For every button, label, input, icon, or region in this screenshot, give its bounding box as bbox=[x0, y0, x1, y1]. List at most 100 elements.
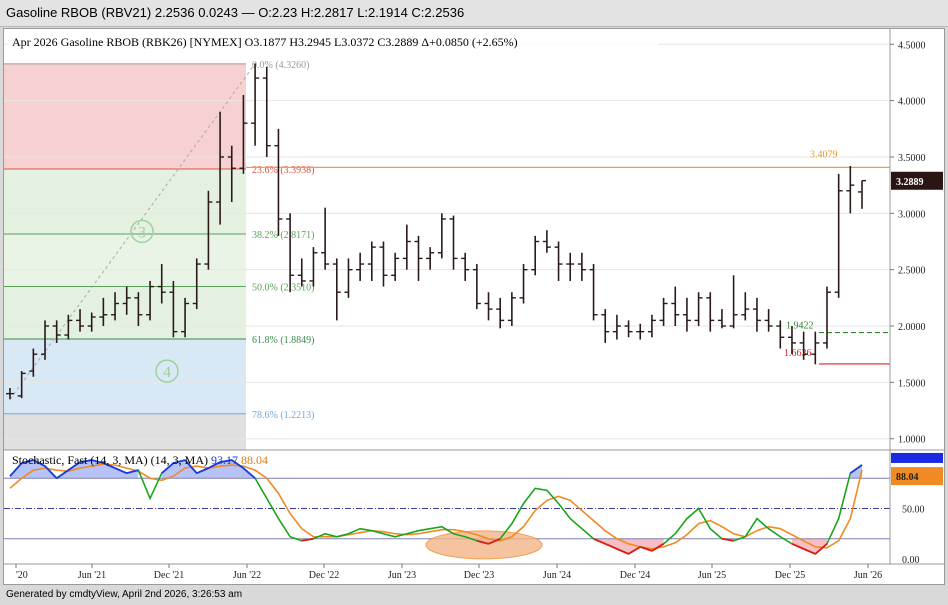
oversold-fill bbox=[593, 538, 664, 554]
stoch-k-segment bbox=[231, 459, 244, 469]
x-tick-label: Jun '24 bbox=[543, 570, 571, 581]
x-tick-label: Dec '24 bbox=[620, 570, 650, 581]
header-bg bbox=[8, 33, 658, 51]
stoch-header: Stochastic, Fast (14, 3, MA) (14, 3, MA)… bbox=[12, 453, 268, 467]
stoch-k-segment bbox=[114, 467, 128, 475]
stoch-d-value: 88.04 bbox=[241, 453, 268, 467]
price-header: Apr 2026 Gasoline RBOB (RBK26) [NYMEX] O… bbox=[12, 35, 518, 49]
stoch-k-segment bbox=[67, 461, 81, 471]
stoch-tick-label: 0.00 bbox=[902, 555, 920, 566]
stoch-d-box bbox=[891, 467, 943, 486]
stoch-k-segment bbox=[196, 467, 209, 475]
stoch-k-segment bbox=[184, 459, 198, 474]
stoch-k-segment bbox=[126, 469, 139, 475]
stoch-k-segment bbox=[161, 462, 174, 474]
stoch-k-segment bbox=[301, 537, 314, 542]
fib-zone bbox=[4, 413, 246, 450]
x-tick-label: Jun '26 bbox=[854, 570, 882, 581]
ohlc-value-l: L3.0372 bbox=[334, 35, 377, 49]
last-price-label: 3.2889 bbox=[896, 177, 924, 188]
last-price-box bbox=[891, 171, 943, 190]
wave-circle bbox=[130, 219, 154, 244]
stoch-k-segment bbox=[639, 545, 653, 552]
stoch-k-segment bbox=[79, 459, 92, 463]
wave-circle bbox=[155, 359, 179, 383]
window-title: Gasoline RBOB (RBV21) 2.2536 0.0243 — O:… bbox=[6, 5, 465, 20]
stoch-k-segment bbox=[207, 461, 221, 469]
x-tick-label: Dec '21 bbox=[154, 570, 184, 581]
footer-text: Generated by cmdtyView, April 2nd 2026, … bbox=[6, 589, 243, 600]
stoch-d-line bbox=[9, 463, 863, 550]
price-tick-label: 1.5000 bbox=[898, 378, 926, 389]
x-tick-label: '20 bbox=[16, 570, 28, 581]
price-tick-label: 4.5000 bbox=[898, 40, 926, 51]
chart-svg[interactable]: 0.0% (4.3260) 23.6% (3.3938) 38.2% (2.8171… bbox=[4, 29, 944, 584]
stoch-k-segment bbox=[9, 462, 23, 477]
highlight-ellipse bbox=[425, 530, 543, 560]
fib-label: 78.6% (1.2213) bbox=[252, 410, 315, 421]
chart-frame[interactable]: 0.0% (4.3260) 23.6% (3.3938) 38.2% (2.8171… bbox=[3, 28, 945, 585]
annotation-label: 3.4079 bbox=[810, 149, 838, 160]
stoch-k-segment bbox=[616, 548, 629, 555]
fib-label: 0.0% (4.3260) bbox=[252, 60, 310, 71]
fib-label: 23.6% (3.3938) bbox=[252, 165, 315, 176]
oversold-fill bbox=[791, 538, 827, 554]
price-tick-label: 2.5000 bbox=[898, 266, 926, 277]
wave-label: 3 bbox=[138, 224, 146, 241]
x-tick-label: Dec '22 bbox=[309, 570, 339, 581]
annotation-label: 1.6636 bbox=[784, 348, 812, 359]
stoch-k-segment bbox=[56, 469, 69, 479]
ohlc-value-h: H3.2945 bbox=[289, 35, 334, 49]
ohlc-value-chg: Δ+0.0850 (+2.65%) bbox=[421, 35, 517, 49]
stoch-k-segment bbox=[242, 467, 256, 479]
stoch-k-segment bbox=[849, 464, 863, 474]
price-panel: 0.0% (4.3260) 23.6% (3.3938) 38.2% (2.8171… bbox=[4, 29, 944, 451]
stoch-title: Stochastic, Fast (14, 3, MA) (14, 3, MA) bbox=[12, 453, 211, 467]
stoch-k-segment bbox=[651, 543, 665, 552]
fib-label: 61.8% (1.8849) bbox=[252, 335, 315, 346]
stoch-k-segment bbox=[604, 542, 618, 550]
stoch-k-segment bbox=[628, 546, 641, 555]
x-tick-label: Dec '23 bbox=[464, 570, 494, 581]
stoch-k-segment bbox=[593, 537, 606, 545]
price-tick-label: 3.0000 bbox=[898, 209, 926, 220]
stoch-k-segment bbox=[803, 548, 816, 555]
price-tick-label: 4.0000 bbox=[898, 97, 926, 108]
annotation-label: 1.9422 bbox=[786, 321, 814, 332]
price-tick-label: 1.0000 bbox=[898, 435, 926, 446]
x-axis: '20 Jun '21 Dec '21 Jun '22 Dec '22 Jun '23 De… bbox=[4, 563, 944, 581]
stoch-k-segment bbox=[91, 459, 104, 464]
fib-zone bbox=[4, 63, 246, 169]
stoch-tick-label: 50.00 bbox=[902, 505, 925, 516]
stoch-k-segment bbox=[721, 537, 734, 542]
stoch-k-segment bbox=[791, 542, 805, 550]
x-tick-label: Jun '22 bbox=[233, 570, 261, 581]
ohlc-value-o: O3.1877 bbox=[245, 35, 290, 49]
ohlc-value-c: C3.2889 bbox=[377, 35, 421, 49]
x-tick-label: Jun '25 bbox=[698, 570, 726, 581]
x-tick-label: Jun '21 bbox=[78, 570, 106, 581]
wave-label: 4 bbox=[163, 364, 171, 381]
fib-label: 38.2% (2.8171) bbox=[252, 230, 315, 241]
price-tick-label: 3.5000 bbox=[898, 153, 926, 164]
window-title-bar: Gasoline RBOB (RBV21) 2.2536 0.0243 — O:… bbox=[0, 0, 948, 27]
chart-title: Apr 2026 Gasoline RBOB (RBK26) [NYMEX] bbox=[12, 35, 245, 49]
fib-zone bbox=[4, 286, 246, 339]
x-tick-label: Dec '25 bbox=[775, 570, 805, 581]
stoch-k-value: 93.17 bbox=[211, 453, 241, 467]
stoch-k-box bbox=[891, 452, 943, 463]
overbought-fill bbox=[850, 464, 862, 479]
stoch-k-segment bbox=[32, 459, 46, 467]
fib-zone bbox=[4, 338, 246, 414]
stoch-k-segment bbox=[103, 462, 116, 469]
price-tick-label: 2.0000 bbox=[898, 322, 926, 333]
stoch-k-segment bbox=[488, 537, 501, 545]
fib-label: 50.0% (2.3510) bbox=[252, 282, 315, 293]
x-tick-label: Jun '23 bbox=[388, 570, 416, 581]
fib-zone bbox=[4, 168, 246, 234]
stoch-k-segment bbox=[44, 465, 58, 479]
stoch-k-segment bbox=[173, 459, 186, 464]
stoch-k-segment bbox=[21, 459, 34, 464]
stoch-k-line bbox=[9, 459, 863, 555]
